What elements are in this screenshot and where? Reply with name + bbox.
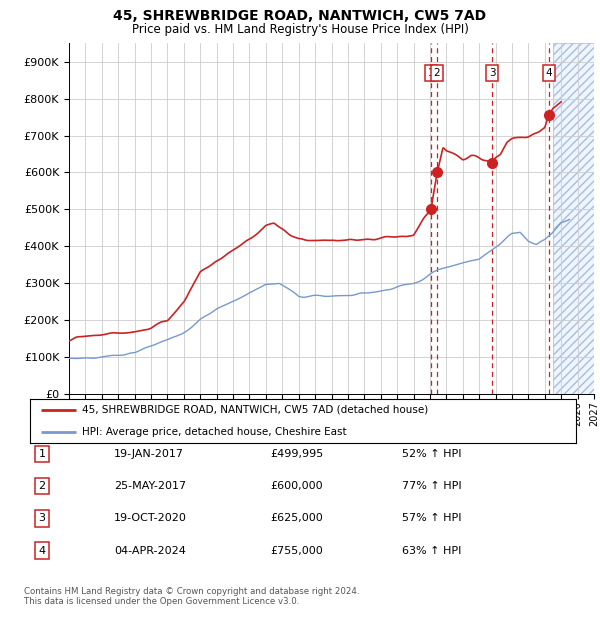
Text: £499,995: £499,995: [270, 449, 323, 459]
Text: 4: 4: [545, 68, 552, 78]
Text: 52% ↑ HPI: 52% ↑ HPI: [402, 449, 461, 459]
Text: This data is licensed under the Open Government Licence v3.0.: This data is licensed under the Open Gov…: [24, 597, 299, 606]
Text: HPI: Average price, detached house, Cheshire East: HPI: Average price, detached house, Ches…: [82, 427, 346, 437]
Bar: [553, 43, 600, 394]
Text: 19-OCT-2020: 19-OCT-2020: [114, 513, 187, 523]
Text: Contains HM Land Registry data © Crown copyright and database right 2024.: Contains HM Land Registry data © Crown c…: [24, 587, 359, 596]
Text: 63% ↑ HPI: 63% ↑ HPI: [402, 546, 461, 556]
Text: 25-MAY-2017: 25-MAY-2017: [114, 481, 186, 491]
Text: 3: 3: [489, 68, 496, 78]
Text: 45, SHREWBRIDGE ROAD, NANTWICH, CW5 7AD: 45, SHREWBRIDGE ROAD, NANTWICH, CW5 7AD: [113, 9, 487, 24]
Text: 45, SHREWBRIDGE ROAD, NANTWICH, CW5 7AD (detached house): 45, SHREWBRIDGE ROAD, NANTWICH, CW5 7AD …: [82, 405, 428, 415]
Text: 1: 1: [427, 68, 434, 78]
Text: £625,000: £625,000: [270, 513, 323, 523]
Text: 3: 3: [38, 513, 46, 523]
Text: 2: 2: [434, 68, 440, 78]
Text: 1: 1: [38, 449, 46, 459]
Bar: [553, 43, 600, 394]
Text: Price paid vs. HM Land Registry's House Price Index (HPI): Price paid vs. HM Land Registry's House …: [131, 23, 469, 36]
Text: 77% ↑ HPI: 77% ↑ HPI: [402, 481, 461, 491]
Text: 2: 2: [38, 481, 46, 491]
Text: 4: 4: [38, 546, 46, 556]
Text: 04-APR-2024: 04-APR-2024: [114, 546, 186, 556]
Text: 57% ↑ HPI: 57% ↑ HPI: [402, 513, 461, 523]
Text: 19-JAN-2017: 19-JAN-2017: [114, 449, 184, 459]
Text: £600,000: £600,000: [270, 481, 323, 491]
Text: £755,000: £755,000: [270, 546, 323, 556]
